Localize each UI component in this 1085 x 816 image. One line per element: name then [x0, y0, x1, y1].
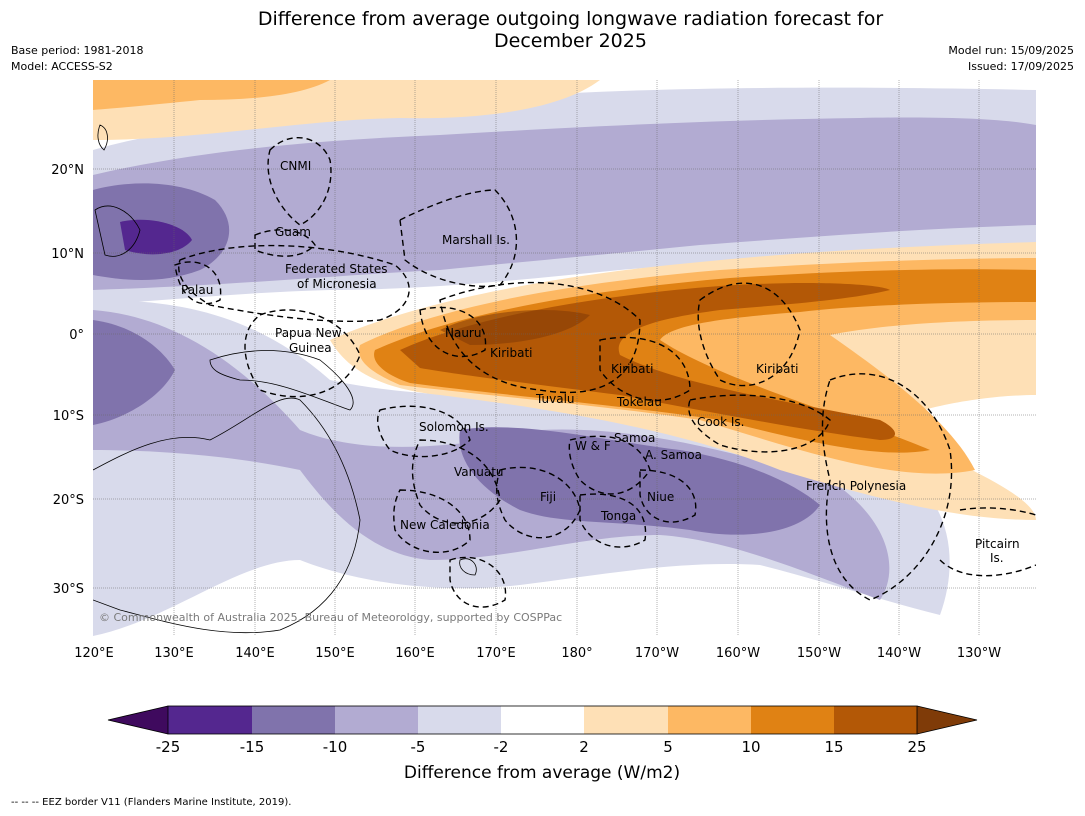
y-tick-30s: 30°S	[53, 582, 84, 597]
colorbar-tick-n2: -2	[494, 738, 509, 756]
map-area: CNMI Guam Marshall Is. Federated States …	[93, 80, 1036, 636]
label-tokelau: Tokelau	[616, 395, 662, 409]
colorbar-bin-15-25	[834, 706, 917, 734]
x-tick-140w: 140°W	[877, 646, 921, 661]
colorbar-title: Difference from average (W/m2)	[404, 763, 680, 783]
label-american-samoa: A. Samoa	[645, 448, 702, 462]
label-png-2: Guinea	[289, 341, 332, 355]
label-tonga: Tonga	[600, 509, 636, 523]
x-tick-130e: 130°E	[154, 646, 194, 661]
colorbar-tick-n5: -5	[411, 738, 426, 756]
colorbar-tick-n15: -15	[240, 738, 265, 756]
eez-footnote: -- -- -- EEZ border V11 (Flanders Marine…	[11, 797, 292, 808]
meta-right: Model run: 15/09/2025 Issued: 17/09/2025	[948, 43, 1074, 75]
land-outlines	[93, 124, 477, 634]
colorbar-bin-n2-2	[501, 706, 584, 734]
title-line-1: Difference from average outgoing longwav…	[257, 8, 884, 30]
colorbar-extend-high	[917, 706, 977, 734]
label-fsm-2: of Micronesia	[297, 277, 377, 291]
label-nauru: Nauru	[445, 326, 481, 340]
colorbar-bin-10-15	[751, 706, 834, 734]
model-run: Model run: 15/09/2025	[948, 44, 1074, 57]
label-wallis-futuna: W & F	[575, 439, 611, 453]
label-fiji: Fiji	[540, 490, 556, 504]
field-pos25-core	[440, 310, 590, 345]
title-line-2: December 2025	[494, 30, 647, 52]
colorbar-tick-n25: -25	[156, 738, 181, 756]
label-cook-is: Cook Is.	[697, 415, 744, 429]
field-pos5-top	[93, 80, 330, 110]
y-tick-10n: 10°N	[51, 247, 84, 262]
y-axis-ticks: 20°N 10°N 0° 10°S 20°S 30°S	[51, 163, 84, 597]
colorbar-frame	[167, 705, 918, 735]
colorbar-bin-n10-n5	[335, 706, 418, 734]
copyright-notice: © Commonwealth of Australia 2025, Bureau…	[99, 611, 562, 624]
colorbar-tick-10: 10	[741, 738, 760, 756]
colorbar-bin-n15-n10	[252, 706, 335, 734]
label-vanuatu: Vanuatu	[454, 465, 504, 479]
label-tuvalu: Tuvalu	[535, 392, 575, 406]
colorbar-bin-5-10	[668, 706, 751, 734]
map-title: Difference from average outgoing longwav…	[0, 8, 1085, 52]
base-period: Base period: 1981-2018	[11, 44, 144, 57]
label-french-polynesia: French Polynesia	[806, 479, 906, 493]
colorbar-extend-low-outline	[107, 705, 169, 735]
y-tick-20n: 20°N	[51, 163, 84, 178]
x-tick-120e: 120°E	[74, 646, 114, 661]
colorbar-tick-15: 15	[824, 738, 843, 756]
label-kiribati-e: Kiribati	[756, 362, 798, 376]
graticule	[93, 80, 1036, 636]
label-solomon: Solomon Is.	[419, 420, 489, 434]
colorbar-bin-n5-n2	[418, 706, 501, 734]
x-tick-160e: 160°E	[395, 646, 435, 661]
colorbar-extend-low	[108, 706, 168, 734]
label-pitcairn-1: Pitcairn	[975, 537, 1020, 551]
model-name: Model: ACCESS-S2	[11, 60, 113, 73]
meta-left: Base period: 1981-2018 Model: ACCESS-S2	[11, 43, 143, 75]
region-labels: CNMI Guam Marshall Is. Federated States …	[181, 159, 1020, 565]
label-cnmi: CNMI	[280, 159, 311, 173]
y-tick-0: 0°	[69, 328, 84, 343]
colorbar: -25 -15 -10 -5 -2 2 5 10 15 25 Differenc…	[107, 705, 978, 783]
colorbar-tick-5: 5	[663, 738, 673, 756]
x-tick-150e: 150°E	[315, 646, 355, 661]
x-tick-140e: 140°E	[235, 646, 275, 661]
x-tick-170e: 170°E	[476, 646, 516, 661]
label-palau: Palau	[181, 283, 213, 297]
x-tick-130w: 130°W	[957, 646, 1001, 661]
colorbar-tick-n10: -10	[323, 738, 348, 756]
x-tick-180: 180°	[561, 646, 592, 661]
colorbar-bin-2-5	[584, 706, 668, 734]
y-tick-10s: 10°S	[53, 409, 84, 424]
label-fsm-1: Federated States	[285, 262, 387, 276]
label-png-1: Papua New	[275, 326, 342, 340]
label-pitcairn-2: Is.	[990, 551, 1004, 565]
field-neg15-south	[459, 427, 820, 535]
label-niue: Niue	[647, 490, 674, 504]
label-marshall: Marshall Is.	[442, 233, 510, 247]
y-tick-20s: 20°S	[53, 493, 84, 508]
field-neg15-coral	[93, 320, 175, 425]
issued-date: Issued: 17/09/2025	[967, 60, 1074, 73]
label-new-caledonia: New Caledonia	[400, 518, 490, 532]
x-tick-170w: 170°W	[635, 646, 679, 661]
colorbar-bin-n25-n15	[168, 706, 252, 734]
field-neg10-north	[93, 117, 1036, 291]
colorbar-tick-2: 2	[579, 738, 589, 756]
label-kiribati-c: Kiribati	[611, 362, 653, 376]
label-guam: Guam	[275, 225, 311, 239]
x-tick-150w: 150°W	[797, 646, 841, 661]
label-samoa: Samoa	[614, 431, 655, 445]
label-kiribati-w: Kiribati	[490, 346, 532, 360]
x-axis-ticks: 120°E 130°E 140°E 150°E 160°E 170°E 180°…	[74, 646, 1001, 661]
colorbar-tick-25: 25	[907, 738, 926, 756]
eez-borders	[174, 136, 1036, 608]
x-tick-160w: 160°W	[716, 646, 760, 661]
colorbar-extend-high-outline	[916, 705, 978, 735]
